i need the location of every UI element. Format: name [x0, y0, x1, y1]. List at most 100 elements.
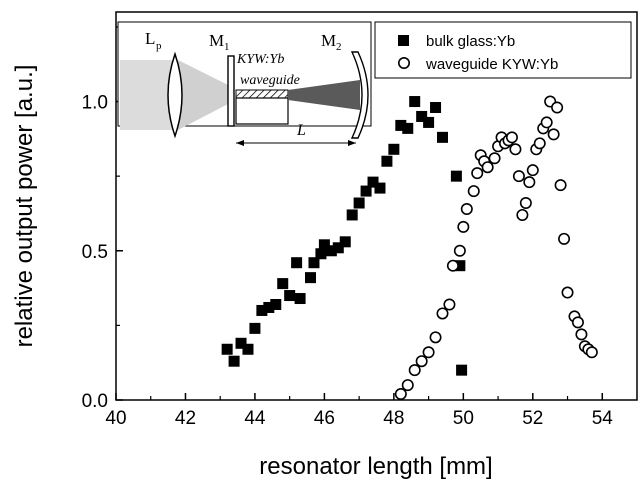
- data-point-bulk: [277, 278, 289, 290]
- data-point-bulk: [294, 293, 306, 305]
- data-point-bulk: [305, 272, 317, 284]
- inset-label-mirror-2: M: [321, 31, 336, 50]
- data-point-bulk: [318, 239, 330, 251]
- data-point-bulk: [454, 260, 466, 272]
- data-point-bulk: [256, 304, 268, 316]
- x-tick-label: 46: [314, 408, 335, 429]
- data-point-waveguide: [505, 131, 518, 144]
- data-point-waveguide: [512, 170, 525, 183]
- x-axis-label: resonator length [mm]: [259, 453, 492, 480]
- data-point-bulk: [456, 364, 468, 376]
- pump-beam: [120, 60, 172, 130]
- series-waveguide: [394, 95, 598, 401]
- data-point-waveguide: [585, 346, 598, 359]
- x-tick-label: 40: [105, 408, 126, 429]
- data-point-bulk: [339, 236, 351, 248]
- length-arrow-head-right: [348, 140, 356, 146]
- data-point-waveguide: [422, 346, 435, 359]
- y-tick-label: 1.0: [82, 93, 108, 114]
- data-point-bulk: [332, 242, 344, 254]
- legend: bulk glass:Yb waveguide KYW:Yb: [374, 21, 632, 79]
- data-point-bulk: [423, 116, 435, 128]
- legend-label-waveguide: waveguide KYW:Yb: [425, 56, 558, 73]
- data-point-waveguide: [401, 379, 414, 392]
- data-point-waveguide: [526, 164, 539, 177]
- inset-label-crystal: KYW:Yb: [236, 52, 284, 67]
- data-point-bulk: [395, 119, 407, 131]
- x-tick-label: 50: [453, 408, 474, 429]
- data-point-waveguide: [509, 143, 522, 156]
- data-point-bulk: [315, 248, 327, 260]
- legend-marker-waveguide: [397, 56, 410, 69]
- data-point-bulk: [360, 185, 372, 197]
- data-point-waveguide: [481, 161, 494, 174]
- inset-label-lens-sub: p: [156, 40, 162, 52]
- data-point-bulk: [409, 96, 421, 108]
- inset-schematic: L p M 1 KYW:Yb waveguide M 2 L: [117, 21, 372, 146]
- data-point-waveguide: [446, 259, 459, 272]
- data-point-waveguide: [471, 167, 484, 180]
- y-tick-label: 0.5: [82, 242, 108, 263]
- focused-beam: [178, 60, 230, 130]
- data-point-waveguide: [523, 176, 536, 189]
- output-beam: [288, 80, 360, 110]
- data-point-bulk: [325, 245, 337, 257]
- data-point-waveguide: [533, 137, 546, 150]
- inset-label-length: L: [296, 122, 306, 139]
- x-tick-label: 42: [175, 408, 196, 429]
- data-point-waveguide: [436, 307, 449, 320]
- data-point-bulk: [450, 170, 462, 182]
- data-point-bulk: [235, 337, 247, 349]
- data-point-bulk: [374, 182, 386, 194]
- legend-frame: [374, 21, 632, 79]
- data-point-bulk: [221, 343, 233, 355]
- legend-marker-bulk: [398, 35, 409, 46]
- y-tick-labels: 0.0 0.5 1.0: [82, 93, 108, 412]
- data-point-waveguide: [443, 298, 456, 311]
- mirror-1-icon: [227, 55, 235, 127]
- data-point-waveguide: [415, 355, 428, 368]
- data-point-waveguide: [561, 286, 574, 299]
- data-point-waveguide: [540, 116, 553, 129]
- data-point-waveguide: [457, 220, 470, 233]
- data-point-waveguide: [467, 185, 480, 198]
- data-point-waveguide: [551, 101, 564, 114]
- data-point-bulk: [416, 110, 428, 122]
- lens-icon: [167, 51, 183, 139]
- inset-label-mirror-2-sub: 2: [336, 41, 342, 53]
- data-point-bulk: [436, 131, 448, 143]
- data-point-bulk: [242, 343, 254, 355]
- data-point-bulk: [402, 122, 414, 134]
- x-tick-label: 52: [522, 408, 543, 429]
- mirror-2-icon: [350, 51, 369, 139]
- data-point-bulk: [263, 301, 275, 313]
- data-point-bulk: [270, 298, 282, 310]
- data-point-waveguide: [558, 232, 571, 245]
- data-point-waveguide: [394, 388, 407, 401]
- data-point-bulk: [388, 143, 400, 155]
- data-point-bulk: [430, 102, 442, 114]
- data-point-bulk: [353, 197, 365, 209]
- legend-label-bulk: bulk glass:Yb: [426, 33, 515, 50]
- x-tick-label: 48: [383, 408, 404, 429]
- inset-label-mirror-1-sub: 1: [224, 41, 230, 53]
- data-point-bulk: [346, 209, 358, 221]
- data-point-bulk: [291, 257, 303, 269]
- x-tick-label: 44: [244, 408, 266, 429]
- series-bulk-glass: [221, 96, 468, 376]
- crystal-substrate-icon: [235, 97, 289, 125]
- data-point-waveguide: [429, 331, 442, 344]
- inset-label-waveguide: waveguide: [240, 73, 300, 88]
- data-point-waveguide: [547, 128, 560, 141]
- data-point-bulk: [228, 355, 240, 367]
- data-point-waveguide: [516, 208, 529, 221]
- data-point-bulk: [284, 290, 296, 302]
- data-point-waveguide: [554, 179, 567, 192]
- data-point-waveguide: [488, 152, 501, 165]
- plot-area-frame: [115, 11, 638, 401]
- data-point-bulk: [367, 176, 379, 188]
- waveguide-core-icon: [236, 90, 288, 98]
- y-tick-label: 0.0: [82, 391, 108, 412]
- length-arrow-head-left: [236, 140, 244, 146]
